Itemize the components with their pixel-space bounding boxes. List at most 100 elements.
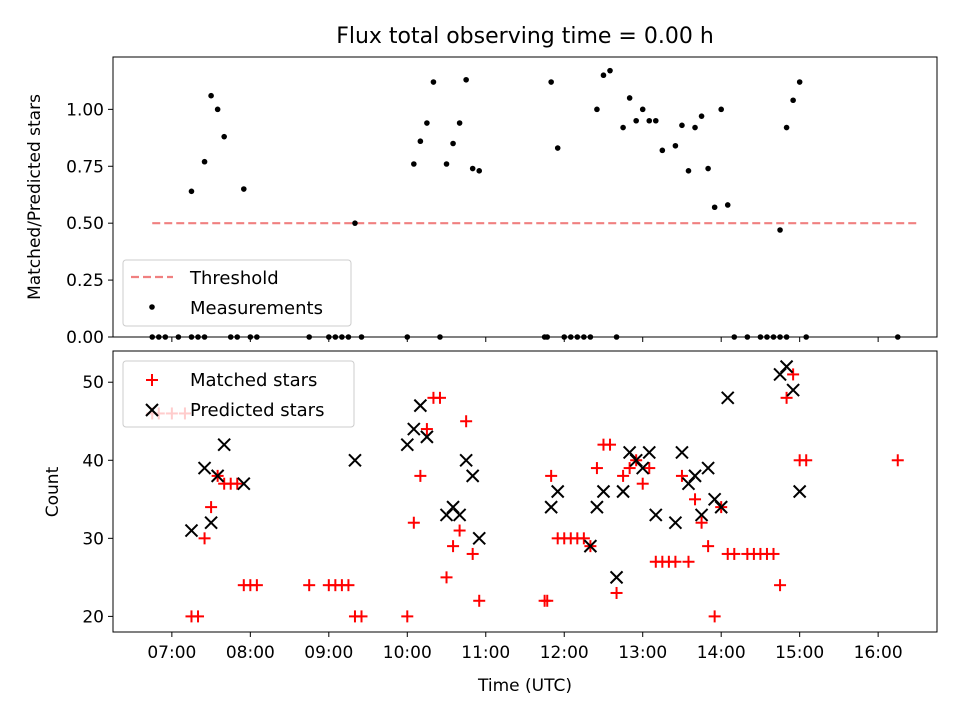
matched-star-point — [708, 610, 721, 623]
predicted-star-point — [420, 430, 434, 444]
bottom-panel: 20 30 40 50 07:00 08:00 09:00 10:00 11:00 12:00 1… — [43, 350, 938, 696]
predicted-star-point — [452, 508, 467, 522]
x-tick-label: 08:00 — [226, 643, 275, 663]
top-y-tick-label: 0.50 — [66, 214, 104, 234]
matched-star-point — [192, 610, 205, 623]
matched-star-point — [453, 524, 466, 537]
matched-star-point — [577, 532, 590, 545]
measurement-point — [705, 165, 711, 172]
chart-title: Flux total observing time = 0.00 h — [336, 24, 714, 49]
predicted-star-point — [459, 453, 473, 467]
measurement-point — [430, 79, 437, 85]
predicted-star-point — [413, 398, 428, 413]
top-legend: Threshold Measurements — [122, 259, 352, 327]
legend-matched-label: Matched stars — [190, 370, 317, 391]
measurement-point — [646, 117, 653, 124]
measurement-point — [450, 140, 456, 147]
measurement-point — [692, 124, 698, 131]
predicted-star-point — [348, 453, 362, 467]
legend-predicted-marker — [145, 403, 159, 417]
matched-star-point — [303, 579, 316, 592]
bottom-y-tick-label: 30 — [82, 529, 104, 549]
predicted-star-point — [465, 469, 480, 483]
bottom-legend-box — [122, 360, 355, 428]
x-tick-label: 13:00 — [618, 643, 667, 663]
predicted-star-point — [786, 383, 800, 397]
measurement-point — [790, 97, 796, 104]
matched-star-point — [787, 368, 800, 381]
matched-star-point — [669, 555, 682, 568]
measurement-point — [679, 122, 685, 129]
top-y-tick-label: 0.00 — [66, 328, 104, 348]
measurement-point — [554, 145, 561, 151]
matched-star-point — [440, 571, 453, 584]
measurement-point — [607, 67, 613, 74]
predicted-star-point — [649, 508, 663, 522]
bottom-axes-frame — [112, 350, 938, 633]
bottom-legend: Matched stars Predicted stars — [122, 360, 355, 428]
predicted-star-point — [779, 359, 794, 374]
measurement-point — [463, 76, 469, 83]
measurement-point — [777, 227, 783, 233]
measurement-point — [443, 161, 450, 167]
predicted-star-point — [616, 484, 630, 499]
predicted-star-point — [668, 516, 683, 530]
measurement-point — [711, 204, 718, 211]
top-y-tick-label: 0.75 — [66, 157, 104, 177]
predicted-star-point — [184, 523, 199, 538]
matched-star-point — [610, 586, 623, 599]
top-y-tick-label: 1.00 — [66, 100, 104, 120]
predicted-star-point — [217, 437, 231, 452]
bottom-y-ticks: 20 30 40 50 — [82, 373, 113, 627]
x-tick-label: 07:00 — [147, 643, 196, 663]
predicted-star-point — [204, 516, 218, 530]
measurement-point — [626, 95, 633, 101]
matched-star-point — [473, 594, 486, 607]
measurement-point — [594, 106, 600, 113]
matched-star-point — [342, 579, 355, 592]
measurement-point — [548, 79, 554, 85]
measurement-point — [352, 220, 358, 226]
matched-star-point — [689, 493, 702, 506]
legend-threshold-label: Threshold — [189, 268, 279, 289]
legend-measurements-marker — [149, 304, 155, 310]
predicted-star-point — [237, 476, 251, 491]
measurement-point — [718, 106, 724, 113]
measurement-point — [456, 120, 463, 126]
predicted-star-point — [550, 484, 565, 499]
predicted-star-point — [544, 500, 558, 514]
measurement-point — [698, 113, 705, 119]
measurement-point — [417, 138, 424, 145]
measurement-point — [796, 79, 803, 85]
measurement-point — [652, 117, 659, 124]
matched-star-point — [604, 438, 617, 451]
matched-star-point — [460, 415, 473, 428]
bottom-y-tick-label: 40 — [82, 451, 104, 471]
top-legend-box — [122, 259, 352, 327]
measurement-point — [659, 147, 666, 154]
x-tick-label: 11:00 — [461, 643, 510, 663]
x-tick-label: 10:00 — [383, 643, 432, 663]
measurement-point — [672, 142, 679, 149]
matched-star-point — [433, 391, 446, 404]
legend-measurements-label: Measurements — [190, 298, 323, 319]
matched-star-point — [702, 540, 715, 553]
matched-star-point — [695, 516, 708, 529]
matched-star-point — [780, 391, 793, 404]
matched-star-point — [541, 594, 554, 607]
measurement-point — [240, 186, 247, 192]
measurement-point — [783, 124, 790, 131]
x-tick-label: 14:00 — [697, 643, 746, 663]
measurement-point — [411, 161, 417, 167]
matched-star-point — [636, 477, 649, 490]
predicted-star-point — [210, 469, 225, 483]
predicted-star-point — [642, 445, 656, 460]
matched-star-point — [891, 454, 904, 467]
predicted-star-point — [590, 500, 604, 514]
matched-star-point — [420, 423, 433, 436]
matched-star-point — [414, 469, 427, 482]
matched-star-point — [198, 532, 211, 545]
matched-star-point — [682, 555, 695, 568]
measurement-point — [724, 202, 731, 208]
